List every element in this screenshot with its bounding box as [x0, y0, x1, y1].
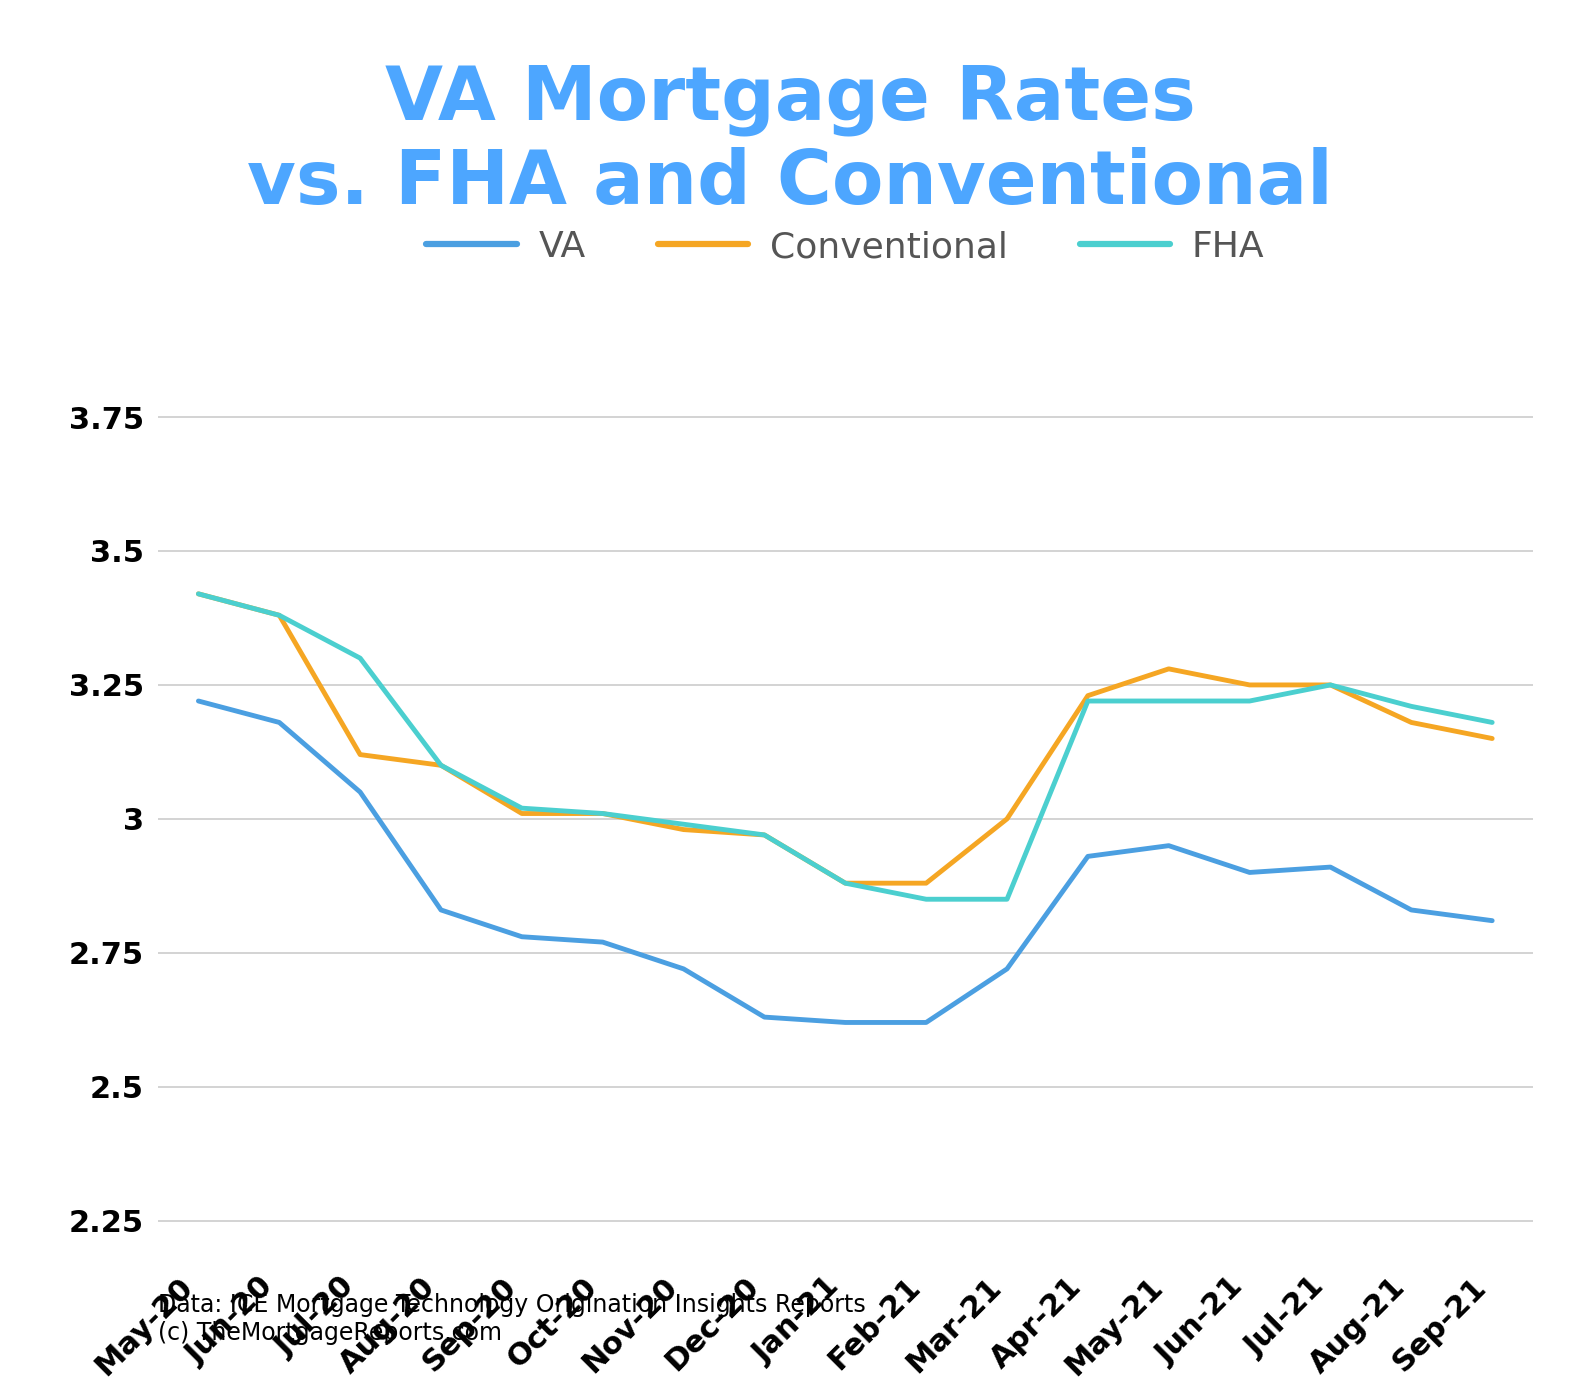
FHA: [431, 756, 450, 773]
VA: [512, 928, 531, 945]
FHA: [190, 586, 209, 603]
VA: [755, 1009, 774, 1026]
FHA: [1079, 692, 1098, 709]
Conventional: [431, 756, 450, 773]
Conventional: [1401, 714, 1420, 731]
Conventional: [997, 811, 1016, 828]
VA: [190, 692, 209, 709]
VA: [1160, 837, 1179, 854]
VA: [431, 902, 450, 918]
VA: [1240, 864, 1259, 881]
Conventional: [755, 826, 774, 843]
Conventional: [1160, 660, 1179, 677]
Conventional: [916, 875, 935, 892]
VA: [351, 784, 370, 801]
Conventional: [512, 805, 531, 822]
FHA: [675, 816, 694, 833]
VA: [1401, 902, 1420, 918]
FHA: [1321, 677, 1340, 693]
Conventional: [1482, 730, 1501, 747]
Text: vs. FHA and Conventional: vs. FHA and Conventional: [246, 147, 1334, 219]
VA: [1079, 849, 1098, 865]
FHA: [836, 875, 855, 892]
Conventional: [1240, 677, 1259, 693]
Line: VA: VA: [199, 700, 1492, 1022]
VA: [675, 960, 694, 977]
FHA: [1240, 692, 1259, 709]
VA: [836, 1014, 855, 1030]
VA: [270, 714, 289, 731]
FHA: [512, 800, 531, 816]
Text: VA Mortgage Rates: VA Mortgage Rates: [384, 63, 1196, 136]
Conventional: [592, 805, 611, 822]
FHA: [997, 891, 1016, 907]
FHA: [592, 805, 611, 822]
VA: [592, 934, 611, 951]
FHA: [916, 891, 935, 907]
Conventional: [351, 747, 370, 763]
Conventional: [270, 607, 289, 624]
FHA: [270, 607, 289, 624]
FHA: [351, 650, 370, 667]
VA: [997, 960, 1016, 977]
FHA: [755, 826, 774, 843]
VA: [1321, 858, 1340, 875]
VA: [1482, 913, 1501, 930]
FHA: [1401, 698, 1420, 714]
Conventional: [1079, 688, 1098, 705]
Line: FHA: FHA: [199, 594, 1492, 899]
VA: [916, 1014, 935, 1030]
Conventional: [1321, 677, 1340, 693]
Conventional: [675, 821, 694, 837]
FHA: [1160, 692, 1179, 709]
Text: Data: ICE Mortgage Technology Origination Insights Reports
(c) TheMortgageReport: Data: ICE Mortgage Technology Originatio…: [158, 1293, 866, 1345]
Line: Conventional: Conventional: [199, 594, 1492, 884]
FHA: [1482, 714, 1501, 731]
Conventional: [836, 875, 855, 892]
Legend: VA, Conventional, FHA: VA, Conventional, FHA: [412, 217, 1278, 280]
Conventional: [190, 586, 209, 603]
